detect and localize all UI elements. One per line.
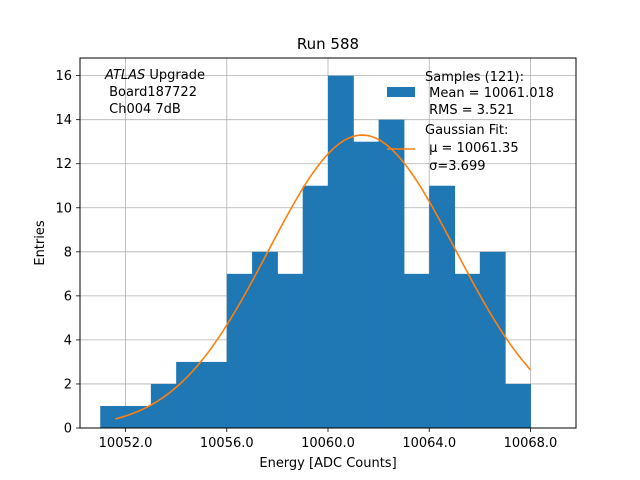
legend: Samples (121): Mean = 10061.018 RMS = 3.… (387, 70, 554, 174)
histogram-bar (226, 273, 253, 428)
annotation-channel: Ch004 7dB (105, 102, 181, 117)
y-tick-label: 8 (64, 245, 72, 260)
histogram-bar (378, 119, 405, 429)
legend-swatch-histogram (387, 87, 415, 97)
histogram-bar (100, 405, 127, 428)
x-tick-label: 10056.0 (200, 436, 254, 451)
histogram-bar (252, 251, 278, 428)
legend-samples-line-3: RMS = 3.521 (425, 103, 514, 118)
annotation-atlas: ATLAS (104, 68, 145, 83)
y-tick-label: 16 (55, 69, 72, 84)
x-axis-label: Energy [ADC Counts] (259, 456, 396, 471)
x-tick-label: 10068.0 (504, 436, 558, 451)
x-tick-label: 10052.0 (99, 436, 153, 451)
x-tick-label: 10064.0 (402, 436, 456, 451)
legend-samples-line-2: Mean = 10061.018 (425, 86, 554, 101)
y-tick-label: 14 (55, 113, 72, 128)
y-tick-label: 0 (64, 422, 72, 437)
x-tick-label: 10060.0 (301, 436, 355, 451)
histogram-bar (328, 75, 354, 428)
y-tick-label: 12 (55, 157, 72, 172)
histogram-bar (429, 185, 456, 428)
annotation-upgrade: Upgrade (145, 68, 205, 83)
annotation-line-1: ATLAS Upgrade (104, 68, 205, 83)
legend-samples-line-1: Samples (121): (425, 70, 524, 85)
legend-fit-line-2: μ = 10061.35 (425, 141, 519, 156)
y-tick-label: 6 (64, 289, 72, 304)
y-tick-label: 4 (64, 333, 72, 348)
y-axis-label: Entries (33, 220, 48, 266)
histogram-bar (454, 273, 481, 428)
histogram-bar (353, 141, 380, 428)
histogram-bar (176, 361, 202, 428)
legend-fit-line-3: σ=3.699 (425, 159, 485, 174)
histogram-bar (277, 273, 304, 428)
histogram-bar (125, 405, 152, 428)
run-annotation: ATLAS Upgrade Board187722 Ch004 7dB (104, 68, 205, 117)
histogram-bar (403, 273, 430, 428)
annotation-board: Board187722 (105, 85, 197, 100)
axis-ticks: 10052.0 10056.0 10060.0 10064.0 10068.0 0 2 4 6 8… (55, 69, 557, 451)
histogram-bars (100, 75, 531, 429)
histogram-bar (201, 361, 228, 428)
histogram-bar (505, 383, 531, 428)
histogram-bar (479, 251, 506, 428)
chart-title: Run 588 (297, 35, 359, 53)
gaussian-fit-curve (115, 134, 532, 420)
y-tick-label: 2 (64, 377, 72, 392)
legend-fit-line-1: Gaussian Fit: (425, 123, 508, 138)
y-tick-label: 10 (55, 201, 72, 216)
histogram-bar (302, 185, 329, 428)
